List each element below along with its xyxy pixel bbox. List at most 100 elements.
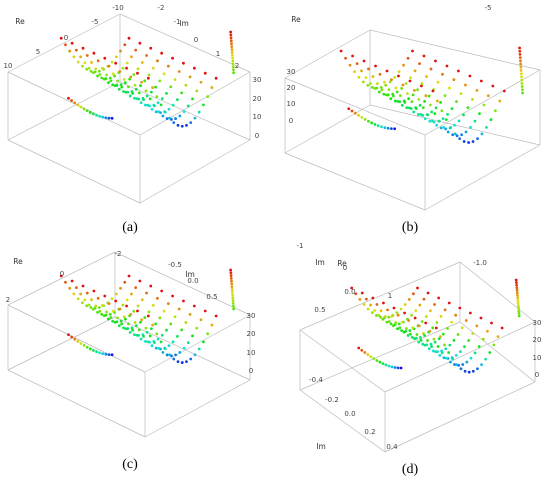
- box-edge: [7, 369, 146, 438]
- dot: [191, 97, 194, 101]
- dot: [357, 346, 361, 350]
- box-edge: [139, 71, 251, 136]
- dot: [381, 362, 385, 366]
- dot: [400, 103, 404, 107]
- dot: [107, 353, 111, 357]
- dot: [426, 113, 430, 117]
- dot: [156, 296, 159, 300]
- dot: [158, 79, 162, 83]
- dot: [456, 333, 460, 336]
- dot: [73, 337, 77, 341]
- dot: [362, 59, 366, 63]
- dot: [517, 306, 520, 310]
- dot: [411, 93, 415, 97]
- dot: [413, 337, 416, 341]
- dot: [110, 60, 114, 64]
- box-edge: [459, 321, 536, 383]
- dot: [457, 69, 460, 73]
- dot: [210, 86, 214, 89]
- dot: [73, 101, 77, 105]
- dot: [231, 299, 235, 303]
- dot: [360, 116, 364, 119]
- dot: [163, 347, 167, 351]
- dot: [350, 109, 354, 113]
- z-tick-label: 10: [287, 100, 296, 108]
- im-tick-label: 0: [194, 36, 198, 44]
- dot: [114, 292, 118, 296]
- dot: [118, 307, 122, 311]
- dot: [137, 91, 141, 95]
- dot: [178, 114, 182, 118]
- dot: [477, 345, 481, 348]
- dot: [230, 282, 234, 286]
- dot: [81, 46, 85, 50]
- dot: [124, 327, 128, 331]
- dot: [145, 330, 149, 334]
- dot: [83, 61, 87, 65]
- im-tick-label: -2: [158, 4, 165, 12]
- dot: [519, 72, 523, 76]
- dot: [437, 119, 441, 123]
- dot: [410, 313, 414, 317]
- dot: [379, 315, 382, 319]
- dot: [116, 316, 119, 320]
- dot: [145, 291, 148, 295]
- dot: [97, 306, 101, 309]
- dot: [370, 311, 374, 315]
- dot: [96, 59, 100, 63]
- dot: [410, 100, 414, 104]
- dot: [418, 303, 422, 307]
- dot: [396, 313, 400, 317]
- dot: [72, 55, 76, 59]
- dot: [399, 307, 403, 311]
- dot: [416, 286, 419, 290]
- dot: [396, 327, 399, 331]
- dot: [423, 99, 427, 103]
- dot: [180, 361, 184, 364]
- dot: [119, 286, 122, 290]
- dot: [64, 43, 67, 47]
- dot: [452, 338, 456, 342]
- dot: [430, 345, 433, 349]
- box-edge: [459, 261, 536, 323]
- dot: [344, 56, 347, 60]
- dot: [85, 67, 89, 71]
- dot: [126, 322, 130, 326]
- dot: [404, 82, 408, 85]
- dot: [397, 70, 401, 74]
- dot: [176, 123, 180, 127]
- dot: [422, 54, 426, 58]
- dot: [147, 73, 151, 77]
- dot: [147, 310, 151, 314]
- box-edge: [114, 251, 251, 316]
- dot: [396, 366, 400, 370]
- dot: [68, 49, 72, 53]
- dot: [131, 328, 135, 332]
- dot: [143, 103, 147, 107]
- dot: [123, 43, 127, 47]
- dot: [387, 315, 391, 319]
- dot: [431, 89, 435, 93]
- dot: [516, 304, 520, 308]
- dot: [420, 82, 424, 86]
- dot: [518, 53, 522, 56]
- dot: [458, 306, 462, 310]
- dot: [448, 343, 452, 347]
- dot: [59, 274, 63, 278]
- dot: [397, 74, 400, 78]
- dot: [117, 87, 121, 91]
- dot: [110, 353, 114, 357]
- z-tick-label: 0: [535, 371, 539, 379]
- dot: [375, 359, 379, 362]
- dot: [393, 366, 397, 369]
- dot: [214, 314, 218, 318]
- dot: [419, 336, 422, 339]
- dot: [428, 103, 432, 107]
- box-edge: [144, 314, 251, 373]
- dot: [180, 328, 184, 332]
- dot: [160, 289, 164, 293]
- dot: [408, 329, 412, 333]
- dot: [174, 117, 177, 120]
- box-edge: [7, 13, 121, 73]
